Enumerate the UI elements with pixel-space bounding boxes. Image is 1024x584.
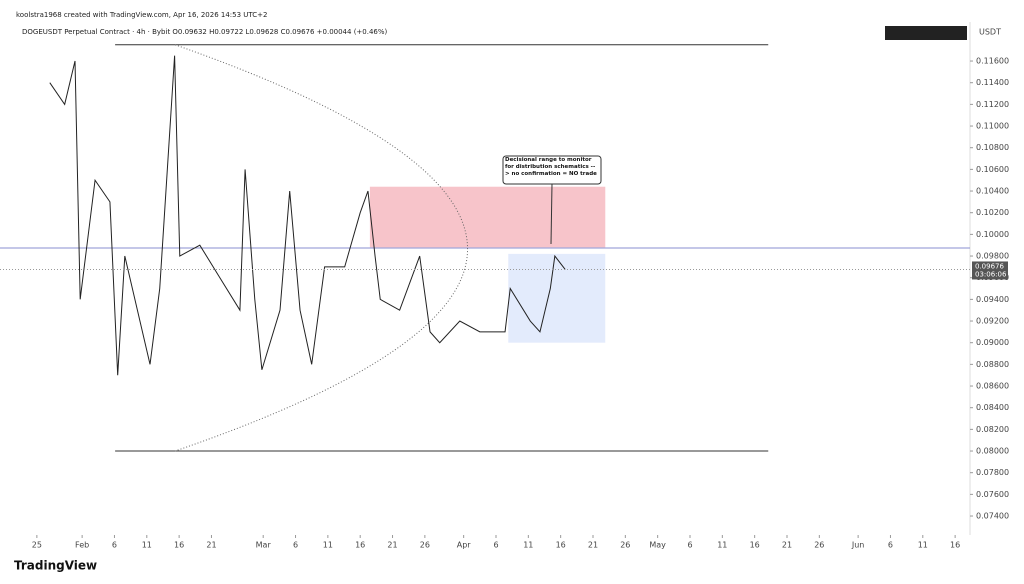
y-tick-label: 0.08600 <box>976 382 1009 391</box>
last-price: 0.09676 <box>975 262 1004 270</box>
x-tick-label: Jun <box>851 541 865 550</box>
logo: TradingView <box>14 559 97 573</box>
x-tick-label: 11 <box>523 541 533 550</box>
x-tick-label: 6 <box>293 541 298 550</box>
note-pointer <box>550 183 553 245</box>
zone <box>508 253 606 343</box>
x-tick-label: 11 <box>323 541 333 550</box>
x-tick-label: 21 <box>206 541 216 550</box>
toolbar <box>885 26 967 40</box>
currency: USDT <box>979 28 1001 37</box>
price-tag <box>972 261 1008 280</box>
x-tick-label: 16 <box>355 541 365 550</box>
y-tick-label: 0.07400 <box>976 512 1009 521</box>
y-tick-label: 0.11600 <box>976 57 1009 66</box>
x-tick-label: 26 <box>620 541 630 550</box>
y-tick-label: 0.07600 <box>976 490 1009 499</box>
x-tick-label: 16 <box>174 541 184 550</box>
x-tick-label: 21 <box>782 541 792 550</box>
x-tick-label: Mar <box>256 541 272 550</box>
y-tick-label: 0.10800 <box>976 143 1009 152</box>
y-tick-label: 0.07800 <box>976 468 1009 477</box>
note-wrap: Decisional range to monitor for distribu… <box>505 157 597 177</box>
zone <box>369 186 606 248</box>
y-tick-label: 0.11400 <box>976 78 1009 87</box>
y-tick-label: 0.08800 <box>976 360 1009 369</box>
y-tick-label: 0.10600 <box>976 165 1009 174</box>
x-tick-label: Feb <box>75 541 89 550</box>
x-tick-label: 6 <box>493 541 498 550</box>
x-tick-label: 26 <box>814 541 824 550</box>
y-tick-label: 0.09400 <box>976 295 1009 304</box>
y-tick-label: 0.10000 <box>976 230 1009 239</box>
x-tick-label: 6 <box>112 541 117 550</box>
y-tick-label: 0.08400 <box>976 403 1009 412</box>
x-tick-label: 11 <box>142 541 152 550</box>
y-tick-label: 0.09000 <box>976 338 1009 347</box>
x-tick-label: 21 <box>588 541 598 550</box>
x-tick-label: 11 <box>717 541 727 550</box>
y-tick-label: 0.11000 <box>976 122 1009 131</box>
x-tick-label: 16 <box>750 541 760 550</box>
y-tick-label: 0.10200 <box>976 208 1009 217</box>
x-tick-label: 25 <box>32 541 42 550</box>
price-line <box>49 55 566 376</box>
x-tick-label: May <box>649 541 666 550</box>
x-tick-label: 16 <box>556 541 566 550</box>
x-tick-label: 11 <box>918 541 928 550</box>
x-tick-label: 6 <box>888 541 893 550</box>
x-tick-label: 26 <box>420 541 430 550</box>
author-line: koolstra1968 created with TradingView.co… <box>16 11 267 19</box>
x-tick-label: 16 <box>950 541 960 550</box>
x-tick-label: Apr <box>457 541 472 550</box>
annotation: Decisional range to monitor for distribu… <box>505 157 597 177</box>
y-tick-label: 0.09800 <box>976 252 1009 261</box>
arc <box>174 44 468 452</box>
y-tick-label: 0.11200 <box>976 100 1009 109</box>
x-tick-label: 21 <box>387 541 397 550</box>
y-tick-label: 0.10400 <box>976 187 1009 196</box>
y-tick-label: 0.08000 <box>976 447 1009 456</box>
symbol-line: DOGEUSDT Perpetual Contract · 4h · Bybit… <box>22 28 388 36</box>
x-tick-label: 6 <box>687 541 692 550</box>
countdown: 03:06:06 <box>975 270 1007 278</box>
y-tick-label: 0.08200 <box>976 425 1009 434</box>
y-tick-label: 0.09200 <box>976 317 1009 326</box>
